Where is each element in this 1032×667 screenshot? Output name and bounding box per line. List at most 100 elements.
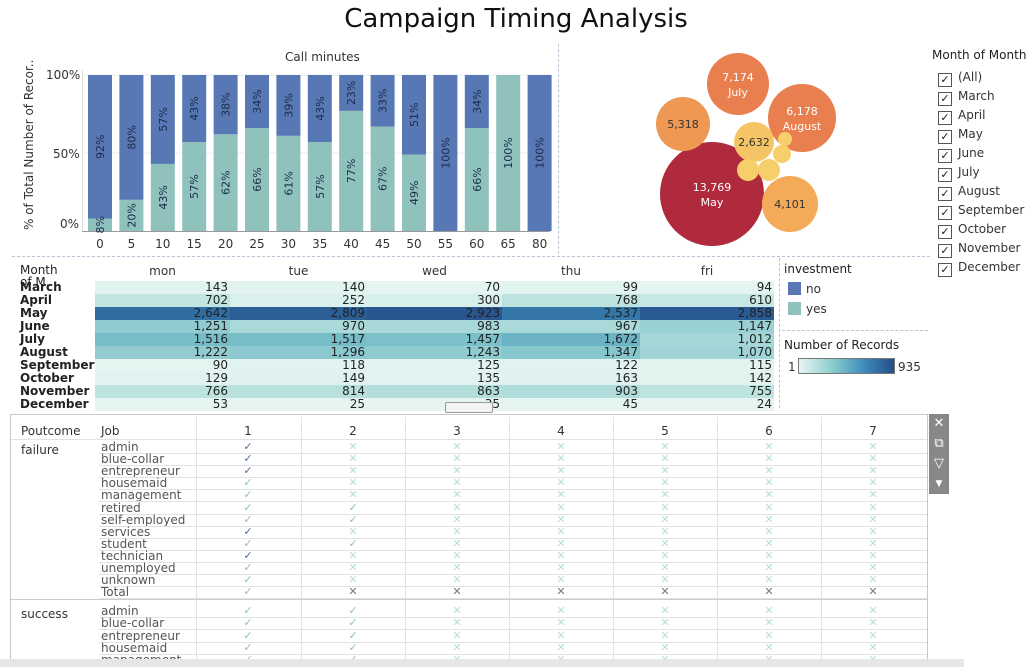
- cross-mark-icon: ✕: [660, 548, 670, 562]
- filter-item-august[interactable]: ✓ August: [938, 183, 1000, 201]
- checkbox[interactable]: ✓: [938, 92, 952, 106]
- bar-yes-0: [88, 218, 112, 231]
- checkbox[interactable]: ✓: [938, 225, 952, 239]
- filter-item-label: (All): [958, 70, 983, 84]
- bar-yes-45: [370, 126, 395, 231]
- bubble-label: July: [727, 86, 748, 99]
- cross-mark-icon: ✕: [556, 476, 566, 490]
- heatmap-cell: 99: [502, 281, 640, 294]
- filter-item-april[interactable]: ✓ April: [938, 107, 985, 125]
- check-mark-icon: ✓: [243, 561, 253, 574]
- filter-item-all[interactable]: ✓ (All): [938, 69, 983, 87]
- xtick-80: 80: [532, 237, 547, 251]
- crosstab-col-7: 7: [869, 424, 877, 438]
- filter-item-label: September: [958, 203, 1025, 217]
- filter-item-september[interactable]: ✓ September: [938, 202, 1025, 220]
- label-yes-5: 20%: [125, 203, 138, 227]
- bubble-label: May: [701, 196, 724, 209]
- heatmap-row-december: December: [20, 397, 89, 411]
- more-options-icon[interactable]: ▼: [935, 479, 943, 489]
- bar-no-80: [527, 75, 552, 231]
- filter-item-may[interactable]: ✓ May: [938, 126, 983, 144]
- heatmap-cell: 122: [502, 359, 640, 372]
- filter-icon[interactable]: ▽: [934, 456, 944, 471]
- xtick-50: 50: [406, 237, 421, 251]
- cross-mark-icon: ✕: [868, 604, 878, 618]
- cross-mark-icon: ✕: [348, 464, 358, 478]
- crosstab-job-self-employed: self-employed: [101, 512, 186, 527]
- records-legend-min: 1: [788, 360, 796, 374]
- filter-item-november[interactable]: ✓ November: [938, 240, 1020, 258]
- popout-icon[interactable]: ⧉: [934, 436, 944, 451]
- bubble-value: 4,101: [774, 198, 806, 211]
- filter-item-june[interactable]: ✓ June: [938, 145, 984, 163]
- checkbox[interactable]: ✓: [938, 206, 952, 220]
- check-mark-icon: ✓: [243, 640, 253, 654]
- bubble-small-8: [737, 159, 759, 181]
- label-yes-10: 43%: [157, 185, 170, 209]
- checkbox[interactable]: ✓: [938, 73, 952, 87]
- crosstab-job-housemaid: housemaid: [101, 476, 168, 491]
- xtick-55: 55: [438, 237, 453, 251]
- cross-mark-icon: ✕: [556, 464, 566, 478]
- cross-mark-icon: ✕: [452, 585, 462, 599]
- bubble-August: [768, 84, 836, 152]
- filter-item-july[interactable]: ✓ July: [938, 164, 980, 182]
- heatmap-cell: 1,672: [502, 333, 640, 346]
- bar-chart-ylabel: % of Total Number of Recor..: [22, 59, 36, 230]
- xtick-5: 5: [128, 237, 136, 251]
- label-yes-65: 100%: [502, 137, 515, 168]
- cross-mark-icon: ✕: [660, 536, 670, 550]
- cross-mark-icon: ✕: [660, 524, 670, 538]
- cross-mark-icon: ✕: [868, 464, 878, 478]
- crosstab-job-unknown: unknown: [101, 573, 156, 588]
- cross-mark-icon: ✕: [764, 585, 774, 599]
- filter-item-december[interactable]: ✓ December: [938, 259, 1020, 277]
- filter-item-march[interactable]: ✓ March: [938, 88, 995, 106]
- checkbox[interactable]: ✓: [938, 111, 952, 125]
- heatmap-cell: 1,296: [230, 346, 367, 359]
- heatmap-cell: 129: [95, 372, 230, 385]
- page-title: Campaign Timing Analysis: [344, 4, 688, 34]
- cross-mark-icon: ✕: [452, 440, 462, 453]
- filter-item-label: March: [958, 89, 995, 103]
- cross-mark-icon: ✕: [556, 640, 566, 654]
- checkbox[interactable]: ✓: [938, 149, 952, 163]
- cross-mark-icon: ✕: [660, 604, 670, 618]
- filter-item-label: October: [958, 222, 1007, 236]
- resize-handle[interactable]: [445, 402, 493, 413]
- heatmap-cell: 2,537: [502, 307, 640, 320]
- cross-mark-icon: ✕: [868, 500, 878, 514]
- heatmap-row-may: May: [20, 306, 48, 320]
- checkbox[interactable]: ✓: [938, 263, 952, 277]
- checkbox[interactable]: ✓: [938, 244, 952, 258]
- cross-mark-icon: ✕: [868, 561, 878, 574]
- filter-item-october[interactable]: ✓ October: [938, 221, 1007, 239]
- check-mark-icon: ✓: [243, 476, 253, 490]
- bar-no-20: [213, 75, 238, 135]
- bar-no-30: [276, 75, 301, 136]
- label-yes-20: 62%: [220, 170, 233, 194]
- cross-mark-icon: ✕: [868, 488, 878, 502]
- check-mark-icon: ✓: [348, 604, 358, 618]
- bubble-5,318: [656, 97, 710, 151]
- heatmap-cell: 70: [367, 281, 502, 294]
- cross-mark-icon: ✕: [348, 488, 358, 502]
- cross-mark-icon: ✕: [764, 476, 774, 490]
- close-icon[interactable]: ✕: [933, 416, 945, 431]
- bubble-value: 13,769: [693, 181, 732, 194]
- heatmap-cell: 163: [502, 372, 640, 385]
- checkbox[interactable]: ✓: [938, 130, 952, 144]
- bar-no-55: [433, 75, 458, 231]
- filter-item-label: May: [958, 127, 983, 141]
- heatmap-cell: 2,923: [367, 307, 502, 320]
- checkbox[interactable]: ✓: [938, 168, 952, 182]
- legend-label-no: no: [806, 282, 821, 296]
- cross-mark-icon: ✕: [556, 604, 566, 618]
- horizontal-scrollbar[interactable]: [0, 659, 964, 667]
- cross-mark-icon: ✕: [764, 628, 774, 642]
- cross-mark-icon: ✕: [660, 440, 670, 453]
- checkbox[interactable]: ✓: [938, 187, 952, 201]
- cross-mark-icon: ✕: [452, 640, 462, 654]
- cross-mark-icon: ✕: [348, 561, 358, 574]
